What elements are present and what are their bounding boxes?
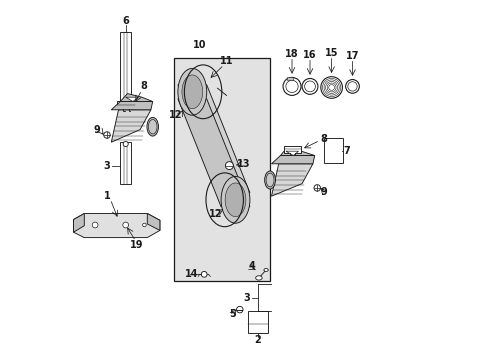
Polygon shape — [125, 97, 138, 102]
Ellipse shape — [178, 68, 206, 115]
Bar — [120, 142, 131, 184]
Circle shape — [142, 223, 146, 227]
Bar — [323, 138, 343, 163]
Ellipse shape — [221, 176, 249, 223]
Circle shape — [313, 185, 320, 191]
Text: 9: 9 — [93, 125, 100, 135]
Text: 12: 12 — [208, 209, 222, 219]
Text: 15: 15 — [324, 48, 338, 58]
Text: 9: 9 — [320, 186, 326, 197]
Polygon shape — [111, 110, 151, 142]
Circle shape — [92, 222, 98, 228]
Text: 3: 3 — [103, 161, 110, 171]
Text: 3: 3 — [243, 293, 249, 303]
Polygon shape — [120, 94, 152, 102]
Text: 5: 5 — [229, 309, 236, 319]
Polygon shape — [178, 85, 249, 193]
Ellipse shape — [224, 183, 245, 217]
Circle shape — [103, 132, 110, 138]
Ellipse shape — [182, 75, 202, 109]
Bar — [247, 311, 267, 333]
Text: 13: 13 — [236, 159, 250, 169]
Text: 8: 8 — [140, 81, 147, 91]
Ellipse shape — [148, 120, 157, 134]
Circle shape — [285, 80, 298, 93]
Text: 1: 1 — [103, 191, 110, 201]
Polygon shape — [285, 151, 298, 156]
Text: 7: 7 — [343, 146, 350, 156]
Polygon shape — [73, 213, 84, 232]
Circle shape — [347, 82, 356, 91]
Circle shape — [123, 141, 128, 147]
Ellipse shape — [264, 171, 275, 189]
Polygon shape — [271, 156, 314, 164]
Circle shape — [225, 162, 233, 170]
Circle shape — [283, 77, 301, 95]
Text: 19: 19 — [129, 240, 143, 250]
Ellipse shape — [146, 117, 158, 136]
Polygon shape — [280, 148, 314, 156]
Ellipse shape — [255, 276, 262, 280]
Text: 10: 10 — [192, 40, 206, 50]
Circle shape — [236, 306, 243, 313]
Text: 17: 17 — [345, 51, 359, 61]
Bar — [284, 146, 301, 153]
Polygon shape — [271, 164, 312, 196]
Text: 16: 16 — [303, 50, 316, 60]
Text: 11: 11 — [219, 56, 233, 66]
Bar — [120, 32, 131, 103]
Text: 6: 6 — [122, 16, 129, 26]
Polygon shape — [178, 99, 249, 207]
Text: 18: 18 — [285, 49, 298, 59]
Circle shape — [304, 81, 315, 92]
Bar — [174, 58, 269, 281]
Polygon shape — [147, 213, 160, 230]
Circle shape — [302, 78, 317, 94]
Text: 12: 12 — [169, 110, 183, 120]
Ellipse shape — [264, 269, 268, 271]
Bar — [286, 77, 293, 80]
Polygon shape — [111, 102, 152, 110]
Circle shape — [201, 271, 206, 277]
Circle shape — [122, 222, 128, 228]
Text: 4: 4 — [248, 261, 255, 271]
Circle shape — [320, 77, 342, 98]
Polygon shape — [73, 213, 160, 238]
Ellipse shape — [265, 173, 273, 187]
Bar — [117, 101, 134, 109]
Text: 8: 8 — [320, 134, 326, 144]
Circle shape — [345, 80, 359, 93]
Text: 14: 14 — [184, 269, 198, 279]
Text: 2: 2 — [254, 335, 261, 345]
